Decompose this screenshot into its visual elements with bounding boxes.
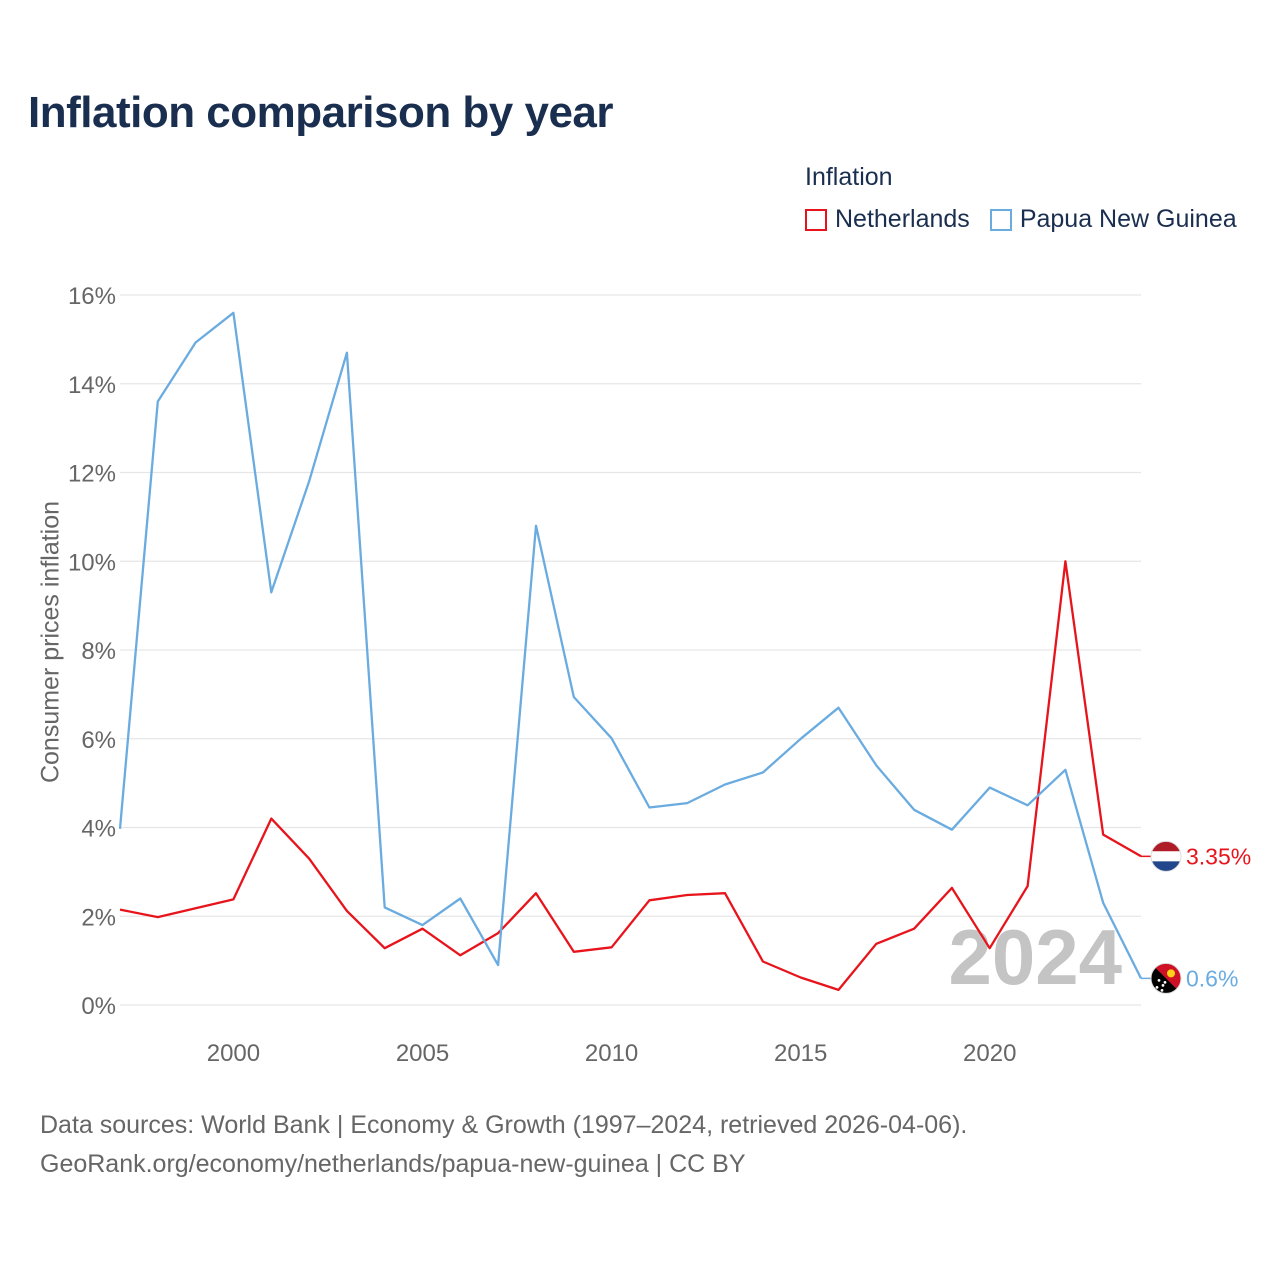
grid-lines [120, 294, 1141, 1006]
data-point-netherlands[interactable] [873, 941, 879, 947]
data-point-papua-new-guinea[interactable] [987, 785, 993, 791]
data-point-netherlands[interactable] [911, 926, 917, 932]
end-labels: 3.35% 0.6% [1141, 840, 1251, 994]
legend-label-papua-new-guinea: Papua New Guinea [1019, 205, 1237, 233]
data-point-papua-new-guinea[interactable] [1062, 767, 1068, 773]
end-value-label-netherlands: 3.35% [1186, 843, 1251, 869]
data-point-netherlands[interactable] [835, 987, 841, 993]
end-value-label-papua-new-guinea: 0.6% [1186, 965, 1238, 991]
chart-title: Inflation comparison by year [28, 88, 614, 137]
data-point-papua-new-guinea[interactable] [949, 827, 955, 833]
data-point-papua-new-guinea[interactable] [230, 310, 236, 316]
y-tick-label: 12% [68, 461, 116, 488]
y-axis-label: Consumer prices inflation [37, 501, 65, 783]
data-point-papua-new-guinea[interactable] [798, 736, 804, 742]
legend-item-papua-new-guinea[interactable]: Papua New Guinea [989, 205, 1237, 234]
data-point-netherlands[interactable] [571, 949, 577, 955]
data-point-netherlands[interactable] [268, 816, 274, 822]
x-tick-label: 2015 [774, 1040, 827, 1067]
data-point-netherlands[interactable] [117, 907, 123, 913]
data-point-papua-new-guinea[interactable] [646, 805, 652, 811]
data-point-papua-new-guinea[interactable] [344, 350, 350, 356]
year-watermark: 2024 [948, 913, 1122, 1001]
netherlands-flag-icon [1150, 840, 1182, 872]
data-point-papua-new-guinea[interactable] [306, 478, 312, 484]
legend-label-netherlands: Netherlands [835, 205, 970, 233]
data-point-papua-new-guinea[interactable] [420, 922, 426, 928]
y-tick-label: 4% [81, 816, 116, 843]
data-point-netherlands[interactable] [1025, 883, 1031, 889]
data-point-papua-new-guinea[interactable] [193, 339, 199, 345]
data-point-netherlands[interactable] [987, 945, 993, 951]
data-point-netherlands[interactable] [646, 897, 652, 903]
data-point-papua-new-guinea[interactable] [1100, 900, 1106, 906]
y-tick-label: 10% [68, 549, 116, 576]
data-point-netherlands[interactable] [722, 890, 728, 896]
data-point-netherlands[interactable] [155, 914, 161, 920]
data-point-netherlands[interactable] [684, 892, 690, 898]
data-point-netherlands[interactable] [949, 885, 955, 891]
data-point-netherlands[interactable] [306, 856, 312, 862]
data-point-netherlands[interactable] [533, 890, 539, 896]
footer-sources: Data sources: World Bank | Economy & Gro… [40, 1111, 968, 1139]
data-point-netherlands[interactable] [798, 974, 804, 980]
data-point-papua-new-guinea[interactable] [1025, 802, 1031, 808]
data-point-netherlands[interactable] [457, 952, 463, 958]
x-tick-label: 2010 [585, 1040, 638, 1067]
data-point-papua-new-guinea[interactable] [684, 800, 690, 806]
data-point-netherlands[interactable] [760, 959, 766, 965]
legend-item-netherlands[interactable]: Netherlands [805, 205, 970, 234]
series-line-papua-new-guinea[interactable] [118, 311, 1143, 979]
y-tick-label: 0% [81, 993, 116, 1020]
y-tick-label: 16% [68, 283, 116, 310]
data-point-netherlands[interactable] [382, 945, 388, 951]
legend: Netherlands Papua New Guinea [805, 205, 1237, 234]
data-point-netherlands[interactable] [1062, 558, 1068, 564]
papua-new-guinea-flag-icon [1150, 962, 1182, 994]
data-point-papua-new-guinea[interactable] [873, 762, 879, 768]
legend-swatch-papua-new-guinea [989, 208, 1012, 231]
legend-swatch-netherlands [805, 208, 827, 231]
data-point-papua-new-guinea[interactable] [533, 523, 539, 529]
data-point-netherlands[interactable] [230, 896, 236, 902]
x-axis-ticks: 2000 2005 2010 2015 2020 [207, 1040, 1017, 1067]
data-point-papua-new-guinea[interactable] [268, 589, 274, 595]
y-tick-label: 8% [81, 638, 116, 665]
y-tick-label: 2% [81, 904, 116, 931]
data-point-papua-new-guinea[interactable] [155, 399, 161, 405]
y-tick-label: 6% [81, 727, 116, 754]
legend-title: Inflation [805, 163, 893, 191]
x-tick-label: 2000 [207, 1040, 260, 1067]
y-axis-ticks: 0% 2% 4% 6% 8% 10% 12% 14% 16% [68, 283, 116, 1020]
data-point-papua-new-guinea[interactable] [495, 962, 501, 968]
data-point-papua-new-guinea[interactable] [911, 807, 917, 813]
x-tick-label: 2020 [963, 1040, 1016, 1067]
data-point-papua-new-guinea[interactable] [722, 781, 728, 787]
footer-link[interactable]: GeoRank.org/economy/netherlands/papua-ne… [40, 1150, 746, 1178]
y-tick-label: 14% [68, 372, 116, 399]
line-chart: 0%2%4%6%8%10%12%14%16% 2000 2005 2010 2015 2… [37, 283, 1252, 1067]
series-line-netherlands[interactable] [119, 560, 1142, 992]
x-tick-label: 2005 [396, 1040, 449, 1067]
data-point-netherlands[interactable] [193, 905, 199, 911]
data-point-papua-new-guinea[interactable] [609, 735, 615, 741]
series-lines [117, 310, 1143, 993]
footer: Data sources: World Bank | Economy & Gro… [40, 1106, 967, 1184]
data-point-papua-new-guinea[interactable] [835, 705, 841, 711]
data-point-netherlands[interactable] [1100, 832, 1106, 838]
data-point-netherlands[interactable] [609, 944, 615, 950]
data-point-papua-new-guinea[interactable] [760, 769, 766, 775]
data-point-netherlands[interactable] [344, 908, 350, 914]
data-point-papua-new-guinea[interactable] [382, 904, 388, 910]
data-point-papua-new-guinea[interactable] [457, 896, 463, 902]
data-point-papua-new-guinea[interactable] [117, 826, 123, 832]
data-point-papua-new-guinea[interactable] [571, 694, 577, 700]
